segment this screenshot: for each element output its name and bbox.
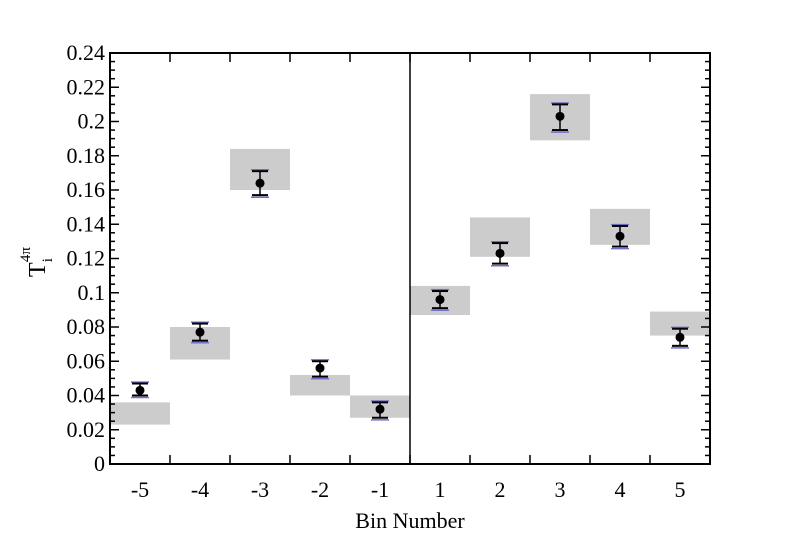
y-axis-title-sup: 4π — [18, 247, 34, 263]
data-point-2 — [496, 249, 505, 258]
y-tick-label: 0.1 — [78, 280, 106, 305]
y-tick-label: 0.08 — [67, 314, 106, 339]
y-tick-label: 0.06 — [67, 348, 106, 373]
x-tick-label: -2 — [311, 477, 329, 502]
x-tick-label: -1 — [371, 477, 389, 502]
x-tick-label: -4 — [191, 477, 209, 502]
svg-text:Ti4π: Ti 4π — [18, 247, 56, 277]
y-tick-label: 0.18 — [67, 143, 106, 168]
x-tick-label: 2 — [495, 477, 506, 502]
y-axis-title-main: T — [25, 262, 51, 277]
data-point-4 — [616, 232, 625, 241]
y-tick-label: 0.16 — [67, 177, 106, 202]
plot-frame — [110, 53, 710, 464]
x-axis-title: Bin Number — [355, 508, 465, 533]
y-tick-label: 0 — [94, 451, 105, 476]
x-tick-label: 5 — [675, 477, 686, 502]
y-tick-label: 0.12 — [67, 246, 106, 271]
data-point--1 — [376, 405, 385, 414]
y-axis-title: Ti 4π — [18, 247, 56, 277]
y-tick-label: 0.24 — [67, 40, 106, 65]
band--5 — [110, 402, 170, 424]
y-axis-title-sub: i — [40, 258, 56, 262]
data-point-3 — [556, 112, 565, 121]
data-point--5 — [136, 386, 145, 395]
y-tick-label: 0.22 — [67, 74, 106, 99]
x-tick-label: 1 — [435, 477, 446, 502]
data-point-1 — [436, 295, 445, 304]
data-point--2 — [316, 364, 325, 373]
y-tick-label: 0.02 — [67, 417, 106, 442]
x-tick-label: -5 — [131, 477, 149, 502]
x-tick-label: 4 — [615, 477, 626, 502]
y-tick-label: 0.04 — [67, 383, 106, 408]
y-tick-label: 0.2 — [78, 109, 106, 134]
y-tick-label: 0.14 — [67, 211, 106, 236]
x-tick-label: 3 — [555, 477, 566, 502]
data-point-5 — [676, 333, 685, 342]
data-point--3 — [256, 179, 265, 188]
x-tick-label: -3 — [251, 477, 269, 502]
data-point--4 — [196, 328, 205, 337]
